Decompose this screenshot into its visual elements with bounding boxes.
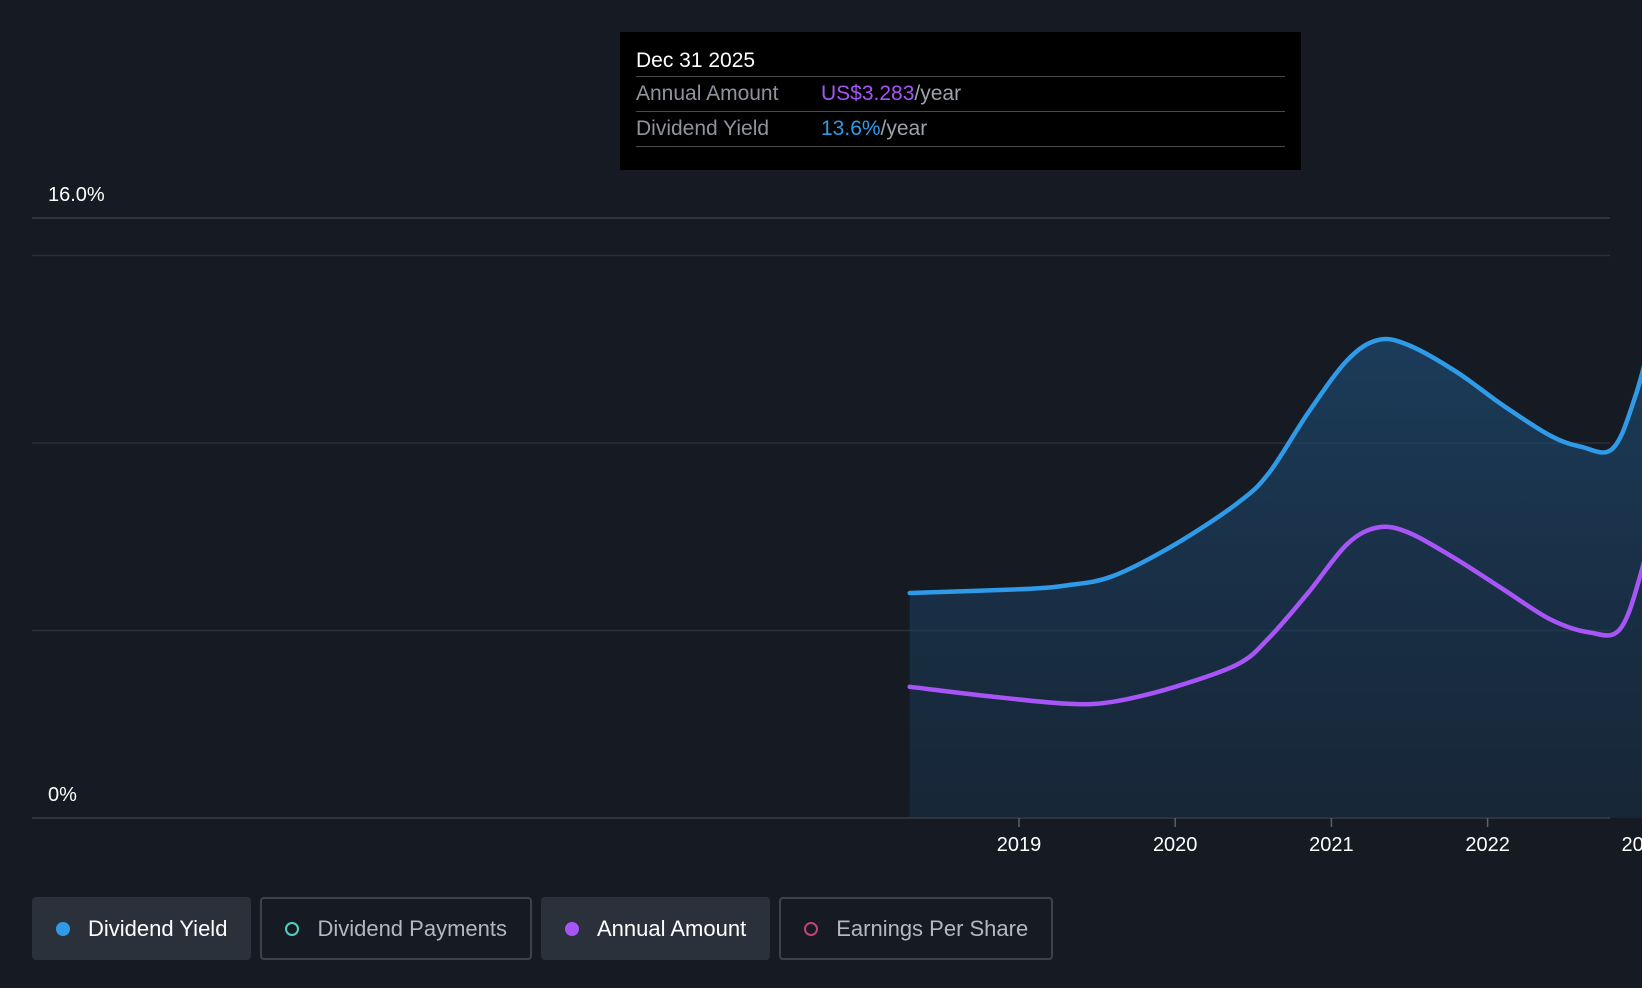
legend-annual-amount-button[interactable]: Annual Amount <box>540 897 771 960</box>
tooltip-label: Dividend Yield <box>636 117 770 140</box>
legend-earnings-per-share-button[interactable]: Earnings Per Share <box>779 897 1054 960</box>
series-line-annual-amount <box>907 524 1642 707</box>
x-tick-label: 2021 <box>1309 834 1354 856</box>
x-tick-label: 2019 <box>997 834 1042 856</box>
tooltip-label: Annual Amount <box>636 82 779 105</box>
tooltip-date: Dec 31 2025 <box>636 49 756 72</box>
dividend-chart: 16.0%0%201920202021202220232024202520262… <box>32 184 1642 856</box>
legend-dividend-yield-button[interactable]: Dividend Yield <box>32 897 252 960</box>
tooltip-row-annual-amount: Annual Amount US$3.283 /year <box>636 76 1285 111</box>
legend-label: Dividend Yield <box>88 915 228 941</box>
y-axis-top-label: 16.0% <box>48 184 105 206</box>
series-area-dividend-yield <box>909 338 1642 818</box>
legend-dot-icon <box>56 921 70 936</box>
x-tick-label: 2020 <box>1153 834 1198 856</box>
x-tick-label: 2023 <box>1622 834 1642 856</box>
legend-ring-icon <box>285 921 300 936</box>
chart-legend: Dividend Yield Dividend Payments Annual … <box>32 897 1054 960</box>
tooltip-suffix: /year <box>914 82 962 105</box>
legend-label: Annual Amount <box>596 915 747 941</box>
y-axis-bottom-label: 0% <box>48 784 77 806</box>
series-line-dividend-yield <box>907 336 1642 596</box>
legend-label: Dividend Payments <box>317 915 507 941</box>
legend-dividend-payments-button[interactable]: Dividend Payments <box>260 897 532 960</box>
legend-dot-icon <box>564 921 579 936</box>
tooltip-row-dividend-yield: Dividend Yield 13.6% /year <box>636 111 1285 147</box>
tooltip-value: US$3.283 <box>821 82 915 105</box>
tooltip-suffix: /year <box>880 117 928 140</box>
x-tick-label: 2022 <box>1465 834 1510 856</box>
tooltip-value: 13.6% <box>821 117 881 140</box>
legend-label: Earnings Per Share <box>836 915 1029 941</box>
legend-ring-icon <box>804 921 819 936</box>
hover-tooltip: Dec 31 2025 Annual Amount US$3.283 /year… <box>620 32 1301 170</box>
